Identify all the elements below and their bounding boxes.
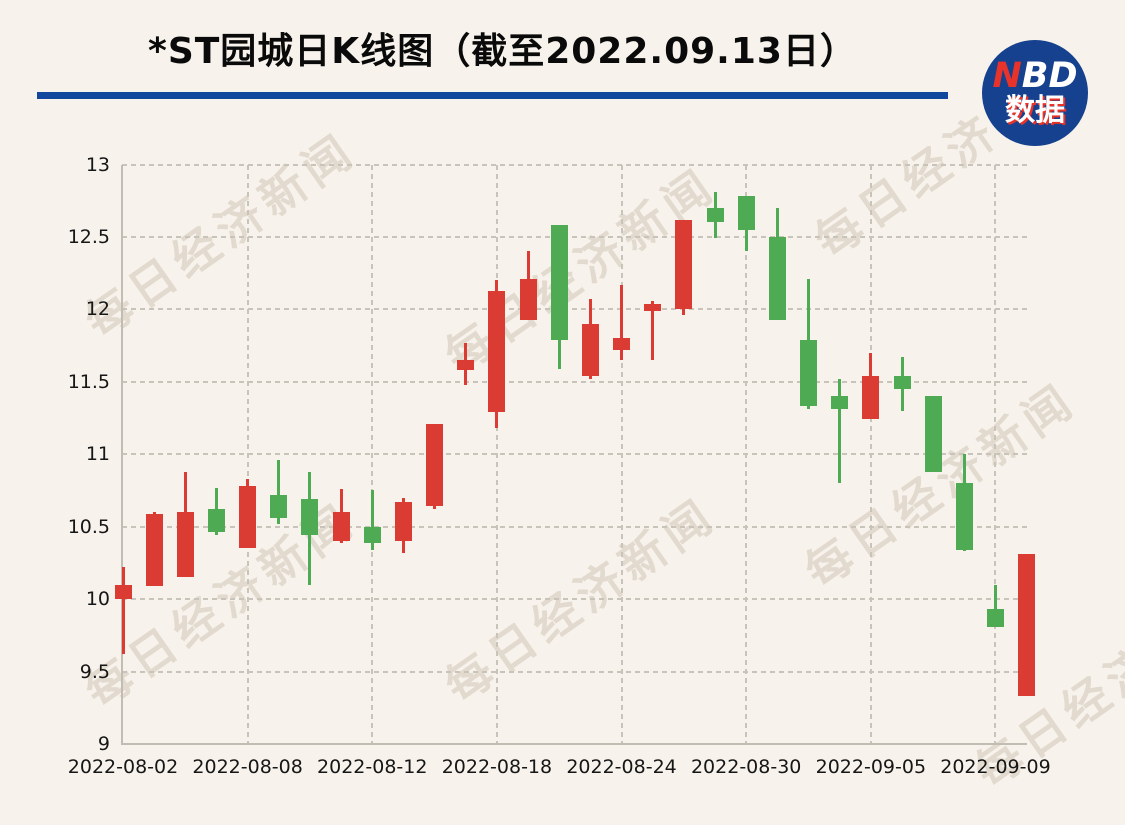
- candle-body: [955, 483, 973, 550]
- candle-body: [675, 219, 693, 310]
- candle-body: [613, 338, 631, 350]
- candle-body: [363, 526, 381, 543]
- x-gridline: [371, 164, 374, 744]
- candle-body: [581, 323, 599, 376]
- y-axis-line: [121, 164, 123, 744]
- y-gridline: [122, 525, 1027, 528]
- candle-body: [831, 396, 849, 410]
- y-axis-tick-label: 13: [85, 153, 110, 176]
- candle-body: [1018, 554, 1036, 697]
- candle-wick: [370, 490, 374, 550]
- candle-wick: [620, 284, 624, 361]
- candle-body: [301, 499, 319, 536]
- y-gridline: [122, 308, 1027, 311]
- y-axis-tick-label: 9: [97, 733, 110, 755]
- candle-body: [239, 486, 257, 549]
- candle-body: [457, 360, 475, 371]
- y-axis-tick-label: 10.5: [67, 515, 110, 538]
- nbd-logo-text: NBD: [992, 58, 1077, 94]
- candle-body: [924, 396, 942, 472]
- candle-body: [862, 376, 880, 420]
- x-gridline: [246, 164, 249, 744]
- x-axis-tick-label: 2022-08-08: [192, 756, 303, 778]
- x-axis-tick-label: 2022-08-02: [67, 756, 179, 778]
- x-gridline: [869, 164, 872, 744]
- nbd-logo-bd: BD: [1021, 56, 1078, 96]
- x-axis-tick-label: 2022-08-24: [566, 756, 677, 778]
- candle-body: [207, 509, 225, 533]
- y-gridline: [122, 235, 1027, 238]
- x-axis-tick-label: 2022-08-30: [690, 756, 802, 778]
- y-gridline: [122, 598, 1027, 601]
- candle-body: [986, 609, 1004, 627]
- x-axis-tick-label: 2022-08-18: [441, 756, 553, 778]
- y-gridline: [122, 163, 1027, 166]
- x-axis-tick-label: 2022-09-05: [815, 756, 927, 778]
- x-axis-line: [121, 743, 1027, 745]
- candle-body: [550, 225, 568, 340]
- candle-wick: [993, 584, 997, 627]
- candle-body: [737, 196, 755, 230]
- candle-wick: [838, 378, 842, 484]
- candle-body: [114, 584, 132, 600]
- y-gridline: [122, 453, 1027, 456]
- watermark-text: 每日经济新闻: [74, 122, 367, 349]
- candle-body: [800, 339, 818, 407]
- x-gridline: [495, 164, 498, 744]
- title-underline-bar: [37, 92, 948, 99]
- candle-body: [270, 494, 288, 518]
- candle-body: [394, 502, 412, 542]
- nbd-data-logo: NBD 数据: [982, 40, 1088, 146]
- candle-wick: [651, 300, 655, 361]
- y-axis-tick-label: 12.5: [67, 225, 110, 248]
- candle-body: [706, 207, 724, 223]
- candle-body: [145, 513, 163, 587]
- x-gridline: [994, 164, 997, 744]
- y-axis-tick-label: 11.5: [67, 370, 110, 393]
- y-axis-tick-label: 12: [85, 298, 110, 321]
- x-gridline: [745, 164, 748, 744]
- y-gridline: [122, 380, 1027, 383]
- candle-body: [426, 423, 444, 507]
- candle-body: [519, 278, 537, 320]
- candle-body: [176, 512, 194, 578]
- page-title: *ST园城日K线图（截至2022.09.13日）: [148, 31, 857, 72]
- candle-wick: [121, 567, 125, 655]
- nbd-logo-subtitle: 数据: [1005, 93, 1065, 128]
- candle-body: [644, 303, 662, 311]
- x-gridline: [620, 164, 623, 744]
- candle-body: [893, 376, 911, 390]
- candle-body: [488, 290, 506, 413]
- candle-body: [332, 512, 350, 542]
- y-axis-tick-label: 9.5: [79, 660, 110, 683]
- candle-body: [768, 236, 786, 320]
- x-axis-tick-label: 2022-09-09: [940, 756, 1051, 778]
- x-axis-tick-label: 2022-08-12: [317, 756, 428, 778]
- y-axis-tick-label: 10: [85, 588, 110, 611]
- y-axis-tick-label: 11: [85, 443, 110, 466]
- nbd-logo-n: N: [992, 56, 1022, 96]
- y-gridline: [122, 670, 1027, 673]
- candle-wick: [277, 460, 281, 524]
